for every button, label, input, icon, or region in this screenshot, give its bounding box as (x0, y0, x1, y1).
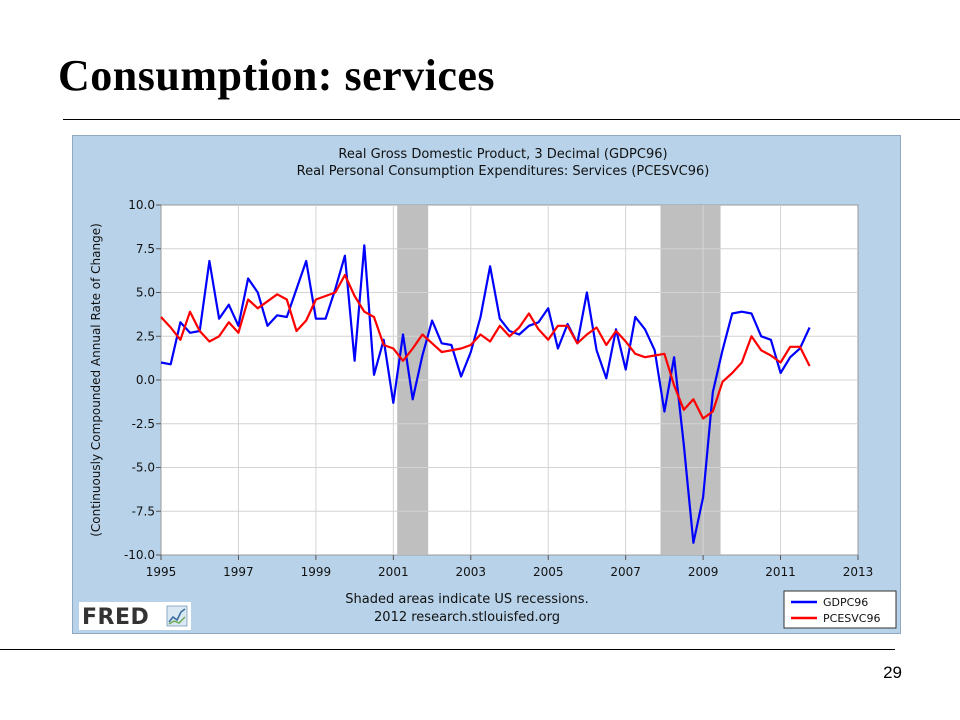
fred-chart: Real Gross Domestic Product, 3 Decimal (… (79, 147, 897, 630)
y-tick-label: 0.0 (136, 373, 155, 387)
x-tick-label: 2013 (843, 565, 874, 579)
y-tick-label: -5.0 (132, 461, 155, 475)
x-tick-label: 2009 (688, 565, 719, 579)
slide-title: Consumption: services (58, 51, 496, 100)
fred-logo[interactable]: FRED (79, 602, 191, 630)
recession-note: Shaded areas indicate US recessions. (345, 592, 588, 607)
y-tick-label: 5.0 (136, 286, 155, 300)
x-tick-label: 2005 (533, 565, 564, 579)
y-tick-label: -2.5 (132, 417, 155, 431)
x-tick-label: 1999 (301, 565, 332, 579)
chart-title-line-1: Real Gross Domestic Product, 3 Decimal (… (338, 147, 667, 162)
series-line-gdpc96 (160, 244, 811, 544)
trend-chart-icon (166, 605, 188, 627)
series-line-pcesvc96 (160, 273, 811, 420)
legend-label-pcesvc96: PCESVC96 (823, 612, 880, 625)
y-tick-label: -10.0 (124, 548, 155, 562)
y-tick-label: 2.5 (136, 329, 155, 343)
x-tick-label: 2001 (378, 565, 409, 579)
footer-divider (0, 649, 895, 650)
x-tick-label: 2011 (765, 565, 796, 579)
page-number: 29 (883, 663, 902, 682)
x-tick-label: 1997 (223, 565, 254, 579)
y-tick-label: -7.5 (132, 504, 155, 518)
legend-label-gdpc96: GDPC96 (823, 596, 868, 609)
y-axis-label: (Continuously Compounded Annual Rate of … (89, 223, 103, 537)
title-divider (63, 119, 960, 120)
fred-logo-text: FRED (82, 605, 149, 630)
y-tick-label: 7.5 (136, 242, 155, 256)
chart-panel: Real Gross Domestic Product, 3 Decimal (… (72, 135, 901, 634)
x-tick-label: 2007 (610, 565, 641, 579)
legend: GDPC96 PCESVC96 (783, 590, 897, 629)
x-tick-label: 1995 (146, 565, 177, 579)
chart-title-line-2: Real Personal Consumption Expenditures: … (297, 164, 710, 179)
y-tick-label: 10.0 (128, 198, 155, 212)
source-note: 2012 research.stlouisfed.org (374, 610, 560, 625)
x-tick-label: 2003 (456, 565, 487, 579)
